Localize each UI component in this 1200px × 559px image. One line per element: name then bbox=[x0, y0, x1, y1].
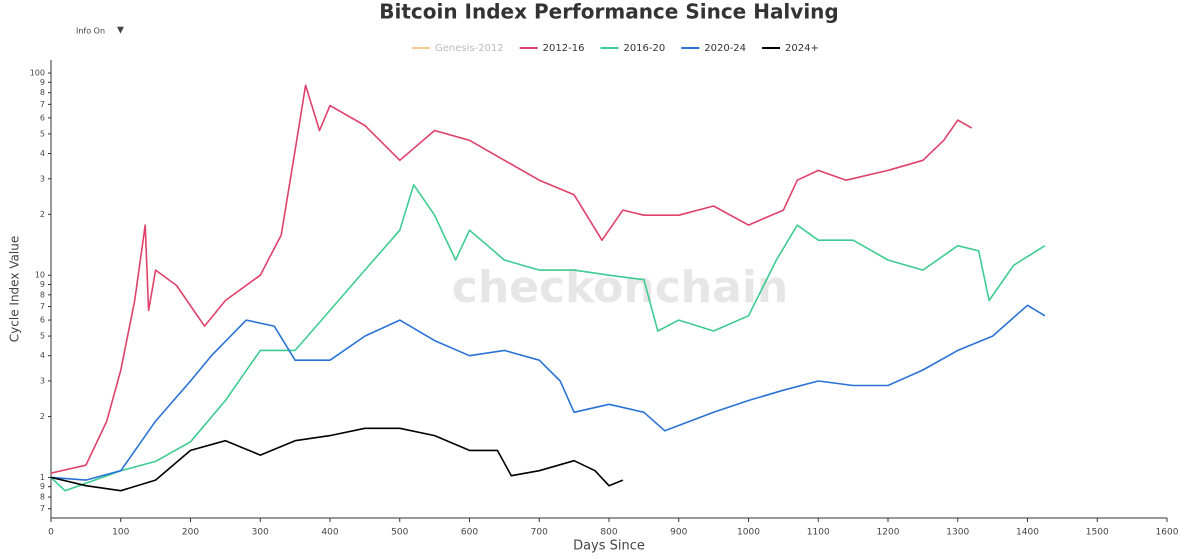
y-tick-label: 1 bbox=[40, 473, 45, 482]
y-tick-label: 8 bbox=[40, 290, 45, 299]
x-tick-label: 300 bbox=[252, 528, 269, 538]
y-tick-label: 6 bbox=[40, 316, 45, 325]
y-tick-label: 5 bbox=[40, 129, 45, 138]
y-tick-label: 9 bbox=[40, 78, 45, 87]
y-tick-label: 5 bbox=[40, 332, 45, 341]
chart-title: Bitcoin Index Performance Since Halving bbox=[379, 0, 839, 24]
legend-label[interactable]: Genesis-2012 bbox=[435, 43, 504, 54]
watermark: checkonchain bbox=[452, 262, 788, 313]
x-axis-title: Days Since bbox=[573, 539, 645, 554]
y-tick-label: 4 bbox=[40, 149, 45, 158]
x-tick-label: 800 bbox=[600, 528, 617, 538]
y-tick-label: 2 bbox=[40, 210, 45, 219]
y-tick-label: 9 bbox=[40, 280, 45, 289]
x-tick-label: 0 bbox=[48, 528, 54, 538]
legend-label[interactable]: 2016-20 bbox=[623, 43, 665, 54]
y-tick-label: 7 bbox=[40, 100, 45, 109]
x-tick-label: 900 bbox=[670, 528, 687, 538]
x-tick-label: 1500 bbox=[1086, 528, 1109, 538]
legend-label[interactable]: 2020-24 bbox=[704, 43, 746, 54]
series-line bbox=[50, 304, 1046, 481]
series-line bbox=[50, 184, 1046, 492]
x-tick-label: 1200 bbox=[877, 528, 900, 538]
y-tick-label: 9 bbox=[40, 482, 45, 491]
x-tick-label: 1600 bbox=[1156, 528, 1179, 538]
y-tick-label: 7 bbox=[40, 302, 45, 311]
y-tick-label: 8 bbox=[40, 88, 45, 97]
y-tick-label: 2 bbox=[40, 412, 45, 421]
series-line bbox=[50, 84, 973, 474]
y-tick-label: 7 bbox=[40, 504, 45, 513]
y-axis-title: Cycle Index Value bbox=[8, 236, 22, 342]
dropdown-icon[interactable]: ▼ bbox=[117, 26, 124, 36]
x-tick-label: 1400 bbox=[1016, 528, 1039, 538]
y-tick-label: 4 bbox=[40, 351, 45, 360]
x-tick-label: 1000 bbox=[737, 528, 760, 538]
x-tick-label: 600 bbox=[461, 528, 478, 538]
x-tick-label: 100 bbox=[112, 528, 129, 538]
y-tick-label: 10 bbox=[35, 271, 45, 280]
x-tick-label: 1300 bbox=[946, 528, 969, 538]
x-tick-label: 400 bbox=[321, 528, 338, 538]
legend-label[interactable]: 2024+ bbox=[785, 43, 819, 54]
x-tick-label: 700 bbox=[531, 528, 548, 538]
y-tick-label: 8 bbox=[40, 493, 45, 502]
x-tick-label: 1100 bbox=[807, 528, 830, 538]
x-tick-label: 500 bbox=[391, 528, 408, 538]
y-tick-label: 3 bbox=[40, 376, 45, 385]
info-toggle[interactable]: Info On bbox=[76, 27, 105, 36]
y-tick-label: 3 bbox=[40, 174, 45, 183]
y-tick-label: 100 bbox=[30, 69, 45, 78]
y-tick-label: 6 bbox=[40, 113, 45, 122]
legend-label[interactable]: 2012-16 bbox=[543, 43, 585, 54]
series-line bbox=[50, 427, 624, 492]
x-tick-label: 200 bbox=[182, 528, 199, 538]
